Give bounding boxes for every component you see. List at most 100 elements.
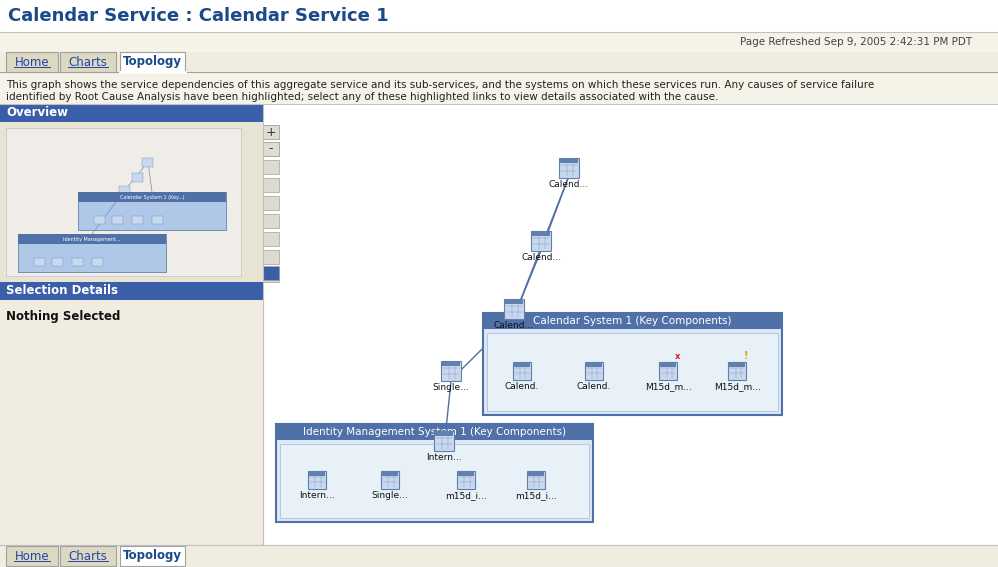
FancyBboxPatch shape xyxy=(92,257,104,266)
FancyBboxPatch shape xyxy=(528,472,544,476)
Text: Charts: Charts xyxy=(69,56,108,69)
Text: Overview: Overview xyxy=(6,107,68,120)
FancyBboxPatch shape xyxy=(132,215,144,225)
Text: Page Refreshed Sep 9, 2005 2:42:31 PM PDT: Page Refreshed Sep 9, 2005 2:42:31 PM PD… xyxy=(740,37,972,47)
FancyBboxPatch shape xyxy=(441,361,461,380)
FancyBboxPatch shape xyxy=(78,192,226,202)
FancyBboxPatch shape xyxy=(483,312,782,415)
Text: Nothing Selected: Nothing Selected xyxy=(6,310,121,323)
FancyBboxPatch shape xyxy=(585,362,603,380)
FancyBboxPatch shape xyxy=(120,185,131,194)
FancyBboxPatch shape xyxy=(279,444,589,518)
FancyBboxPatch shape xyxy=(442,362,460,366)
FancyBboxPatch shape xyxy=(78,192,226,230)
FancyBboxPatch shape xyxy=(559,158,579,178)
Text: Calendar System 1 (Key Components): Calendar System 1 (Key Components) xyxy=(533,316,732,325)
FancyBboxPatch shape xyxy=(60,546,116,566)
FancyBboxPatch shape xyxy=(263,250,279,264)
Text: Home: Home xyxy=(15,549,49,562)
FancyBboxPatch shape xyxy=(381,471,399,489)
FancyBboxPatch shape xyxy=(514,363,530,367)
FancyBboxPatch shape xyxy=(60,52,116,72)
FancyBboxPatch shape xyxy=(120,546,185,566)
FancyBboxPatch shape xyxy=(263,266,279,280)
FancyBboxPatch shape xyxy=(6,52,58,72)
Text: M15d_m...: M15d_m... xyxy=(645,382,692,391)
FancyBboxPatch shape xyxy=(120,52,185,72)
Text: Identity Management System 1 (Key Components): Identity Management System 1 (Key Compon… xyxy=(302,427,566,437)
Text: Calendar Service : Calendar Service 1: Calendar Service : Calendar Service 1 xyxy=(8,7,388,25)
FancyBboxPatch shape xyxy=(505,300,523,304)
FancyBboxPatch shape xyxy=(560,159,578,163)
Text: Calend.: Calend. xyxy=(504,382,539,391)
FancyBboxPatch shape xyxy=(263,160,279,174)
FancyBboxPatch shape xyxy=(382,472,398,476)
FancyBboxPatch shape xyxy=(133,172,144,181)
FancyBboxPatch shape xyxy=(0,104,263,122)
FancyBboxPatch shape xyxy=(504,299,524,319)
FancyBboxPatch shape xyxy=(0,300,263,545)
FancyBboxPatch shape xyxy=(434,431,454,451)
FancyBboxPatch shape xyxy=(72,257,83,266)
FancyBboxPatch shape xyxy=(264,104,998,545)
FancyBboxPatch shape xyxy=(0,545,998,567)
FancyBboxPatch shape xyxy=(458,472,474,476)
Text: Topology: Topology xyxy=(123,549,182,562)
Text: Single...: Single... xyxy=(433,383,469,392)
FancyBboxPatch shape xyxy=(0,32,998,52)
FancyBboxPatch shape xyxy=(18,234,166,272)
FancyBboxPatch shape xyxy=(34,257,45,266)
FancyBboxPatch shape xyxy=(0,282,263,300)
Text: Charts: Charts xyxy=(69,549,108,562)
Text: Calend...: Calend... xyxy=(549,180,589,189)
FancyBboxPatch shape xyxy=(263,178,279,192)
FancyBboxPatch shape xyxy=(532,231,552,251)
FancyBboxPatch shape xyxy=(729,362,747,380)
Text: x: x xyxy=(675,352,680,361)
FancyBboxPatch shape xyxy=(0,122,263,282)
Text: m15d_i...: m15d_i... xyxy=(515,490,557,500)
FancyBboxPatch shape xyxy=(586,363,602,367)
FancyBboxPatch shape xyxy=(6,546,58,566)
FancyBboxPatch shape xyxy=(309,472,325,476)
FancyBboxPatch shape xyxy=(308,471,326,489)
FancyBboxPatch shape xyxy=(263,232,279,246)
FancyBboxPatch shape xyxy=(263,268,279,282)
FancyBboxPatch shape xyxy=(6,128,241,276)
Text: Calendar System 1 (Key...): Calendar System 1 (Key...) xyxy=(120,194,185,200)
FancyBboxPatch shape xyxy=(263,214,279,228)
Text: Identity Management...: Identity Management... xyxy=(63,236,121,242)
FancyBboxPatch shape xyxy=(263,142,279,156)
FancyBboxPatch shape xyxy=(275,424,593,522)
FancyBboxPatch shape xyxy=(513,362,531,380)
FancyBboxPatch shape xyxy=(152,215,164,225)
Text: Calend.: Calend. xyxy=(577,382,611,391)
Text: Topology: Topology xyxy=(123,56,182,69)
FancyBboxPatch shape xyxy=(533,231,551,235)
Text: Intern...: Intern... xyxy=(426,453,462,462)
FancyBboxPatch shape xyxy=(275,424,593,440)
Text: M15d_m...: M15d_m... xyxy=(714,382,760,391)
FancyBboxPatch shape xyxy=(263,125,279,139)
FancyBboxPatch shape xyxy=(0,72,998,104)
Text: Home: Home xyxy=(15,56,49,69)
Text: Selection Details: Selection Details xyxy=(6,285,118,298)
FancyBboxPatch shape xyxy=(18,234,166,244)
Text: m15d_i...: m15d_i... xyxy=(445,490,487,500)
FancyBboxPatch shape xyxy=(263,196,279,210)
FancyBboxPatch shape xyxy=(730,363,746,367)
Text: -: - xyxy=(268,142,273,155)
FancyBboxPatch shape xyxy=(143,158,154,167)
Text: This graph shows the service dependencies of this aggregate service and its sub-: This graph shows the service dependencie… xyxy=(6,80,874,101)
FancyBboxPatch shape xyxy=(661,363,677,367)
FancyBboxPatch shape xyxy=(112,215,124,225)
FancyBboxPatch shape xyxy=(94,215,106,225)
FancyBboxPatch shape xyxy=(0,0,998,32)
FancyBboxPatch shape xyxy=(435,432,453,436)
FancyBboxPatch shape xyxy=(527,471,545,489)
FancyBboxPatch shape xyxy=(52,257,63,266)
Text: !: ! xyxy=(745,350,748,361)
FancyBboxPatch shape xyxy=(487,333,778,411)
FancyBboxPatch shape xyxy=(660,362,678,380)
Text: Single...: Single... xyxy=(371,490,408,500)
